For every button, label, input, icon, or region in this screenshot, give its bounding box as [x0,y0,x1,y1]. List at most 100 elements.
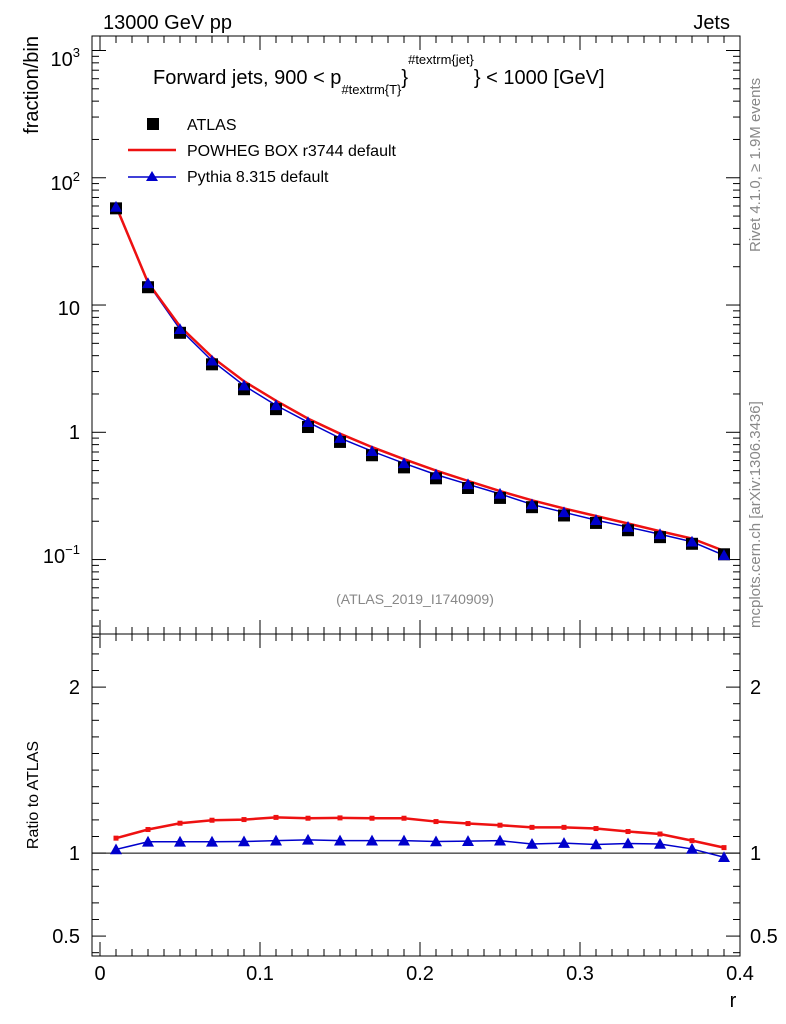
analysis-watermark: (ATLAS_2019_I1740909) [336,591,494,607]
ratio-pythia-point [622,837,634,849]
ratio-powheg-point [529,824,535,830]
x-tick-labels: 0 0.1 0.2 0.3 0.4 [94,963,753,985]
ratio-powheg-point [241,817,247,823]
xlabel: r [730,990,737,1012]
powheg-line [114,205,725,553]
ratio-pythia-point [302,833,314,845]
ratio-panel-frame [91,633,741,957]
legend-pythia-marker [146,171,158,181]
pythia-point [590,514,602,525]
ratio-pythia-point [590,838,602,850]
pythia-point [718,549,730,561]
ratio-pythia-point [142,835,154,847]
ratio-ytick-label-right: 2 [750,677,761,699]
ratio-pythia-point [526,837,538,849]
xtick-label: 0.1 [246,963,274,985]
ytick-label-10: 10 [58,298,80,320]
ytick-label-1: 1 [69,422,80,444]
mcplots-label: mcplots.cern.ch [arXiv:1306.3436] [747,401,764,628]
ratio-powheg-line [115,816,725,849]
ratio-ytick-label: 1 [69,843,80,865]
ratio-pythia-point [206,835,218,847]
legend-atlas-label: ATLAS [187,117,237,134]
ratio-ytick-label-right: 1 [750,843,761,865]
ratio-powheg-point [337,815,343,821]
legend-pythia-label: Pythia 8.315 default [187,169,329,186]
ratio-pythia-point [558,837,570,848]
rivet-label: Rivet 4.1.0, ≥ 1.9M events [747,78,764,252]
chart-title: Forward jets, 900 < p#textrm{T}}#textrm{… [153,52,605,97]
ratio-pythia-point [238,835,250,847]
main-series [110,200,730,561]
pythia-point [462,478,474,490]
header-right: Jets [693,12,730,34]
ratio-powheg-point [657,831,663,837]
pythia-point [622,521,634,532]
ratio-ytick-label: 0.5 [52,926,80,948]
ratio-powheg-point [177,820,183,826]
pythia-point [302,416,314,428]
ratio-pythia-line [115,839,725,858]
pythia-point [686,535,698,547]
ratio-pythia-point [494,834,506,846]
ratio-axis-ticks [92,634,741,956]
pythia-point [430,468,442,480]
pythia-point [110,200,122,212]
ratio-powheg-point [561,824,567,830]
ratio-pythia-point [654,837,666,849]
ratio-pythia-point [366,834,378,846]
xtick-label: 0.2 [406,963,434,985]
main-axis-ticks [92,36,741,634]
xtick-label: 0.4 [726,963,754,985]
ratio-pythia-point [110,843,122,855]
ratio-powheg-point [273,814,279,820]
ratio-pythia-point [718,851,730,863]
pythia-point [398,457,410,469]
ratio-pythia-point [686,842,698,854]
ratio-series [110,814,730,863]
ratio-powheg-point [593,826,599,832]
ratio-pythia-point [174,835,186,847]
ratio-pythia-point [334,834,346,846]
ytick-label-0.1: 10−1 [43,542,80,568]
pythia-point [270,399,282,411]
ratio-powheg-point [497,822,503,828]
pythia-point [206,354,218,366]
ratio-ytick-label-right: 0.5 [750,926,778,948]
ratio-powheg-point [433,819,439,825]
ratio-powheg-point [465,821,471,827]
ytick-label-100: 102 [51,169,80,195]
ratio-powheg-point [113,835,119,841]
ratio-powheg-point [209,817,215,823]
ratio-powheg-point [369,815,375,821]
ratio-powheg-point [689,838,695,844]
pythia-point [142,277,154,289]
pythia-point [654,528,666,540]
ratio-pythia-point [398,834,410,846]
xtick-label: 0.3 [566,963,594,985]
pythia-point [494,487,506,499]
main-ylabel: fraction/bin [21,36,43,134]
ratio-powheg-point [625,829,631,835]
pythia-point [366,445,378,457]
ratio-powheg-point [401,815,407,821]
ratio-tick-labels: 0.5 0.5 1 1 2 2 [52,677,778,948]
pythia-point [334,432,346,443]
ratio-powheg-point [145,827,151,833]
ytick-label-1000: 103 [51,45,80,71]
ratio-ytick-label: 2 [69,677,80,699]
pythia-point [238,379,250,391]
legend-powheg-label: POWHEG BOX r3744 default [187,143,397,160]
ratio-powheg-point [721,845,727,851]
legend-atlas-marker [147,118,159,130]
pythia-line [115,206,725,556]
legend: ATLAS POWHEG BOX r3744 default Pythia 8.… [128,117,397,186]
xtick-label: 0 [94,963,105,985]
ratio-powheg-point [305,815,311,821]
ratio-pythia-point [462,835,474,846]
ratio-pythia-point [430,835,442,847]
pythia-point [526,498,538,510]
ratio-pythia-point [270,834,282,846]
ratio-ylabel: Ratio to ATLAS [25,741,42,849]
